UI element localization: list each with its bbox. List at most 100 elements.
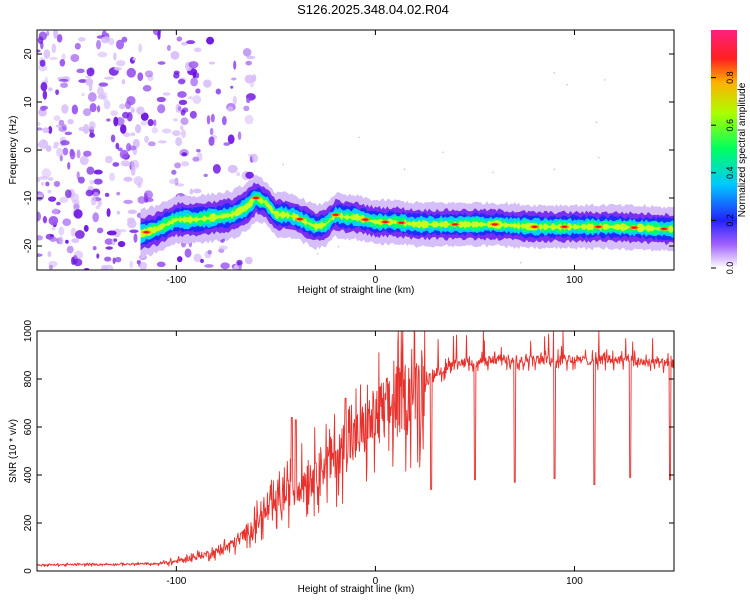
noise-blob — [58, 78, 69, 82]
noise-blob — [39, 176, 49, 180]
noise-blob — [110, 134, 116, 143]
noise-dot — [603, 79, 606, 81]
noise-blob — [39, 59, 46, 67]
noise-blob — [236, 172, 241, 177]
noise-blob — [176, 256, 183, 263]
noise-dot — [598, 156, 600, 159]
noise-blob — [130, 166, 136, 176]
colorbar: 0.0 0.2 0.4 0.6 0.8 Normalized spectral ampl… — [711, 30, 748, 274]
noise-blob — [97, 86, 104, 96]
noise-blob — [77, 176, 85, 184]
noise-blob — [126, 67, 136, 78]
noise-blob — [168, 178, 179, 185]
ridge-peak — [382, 220, 389, 224]
noise-blob — [113, 238, 118, 242]
noise-blob — [83, 150, 92, 157]
noise-blob — [123, 199, 133, 205]
noise-blob — [233, 264, 239, 270]
noise-blob — [116, 191, 121, 196]
noise-blob — [95, 205, 100, 210]
noise-blob — [215, 88, 222, 95]
noise-blob — [127, 219, 137, 229]
noise-blob — [246, 97, 251, 104]
noise-blob — [38, 139, 49, 150]
noise-blob — [37, 194, 43, 199]
noise-dot — [553, 72, 556, 74]
noise-blob — [39, 105, 47, 112]
noise-blob — [53, 141, 60, 147]
noise-blob — [207, 249, 212, 255]
noise-blob — [86, 166, 95, 175]
noise-blob — [84, 267, 90, 270]
noise-blob — [93, 169, 103, 175]
noise-blob — [140, 120, 148, 126]
noise-blob — [42, 215, 48, 224]
noise-blob — [40, 82, 48, 92]
noise-blob — [89, 132, 95, 138]
noise-blob — [47, 189, 52, 194]
noise-blob — [88, 83, 93, 92]
ridge-band-5 — [140, 196, 674, 238]
noise-blob — [37, 235, 43, 241]
noise-blob — [69, 150, 76, 160]
colorbar-tick-label: 0.2 — [725, 214, 735, 227]
noise-blob — [147, 141, 156, 147]
noise-blob — [78, 79, 88, 83]
noise-blob — [139, 261, 148, 270]
noise-blob — [109, 172, 116, 182]
noise-blob — [58, 226, 65, 236]
noise-blob — [62, 147, 69, 156]
noise-blob — [116, 210, 121, 215]
noise-blob — [156, 96, 166, 103]
colorbar-gradient — [711, 30, 737, 268]
ridge-peak — [296, 217, 303, 221]
noise-blob — [93, 178, 103, 185]
noise-blob — [180, 42, 189, 46]
noise-blob — [115, 142, 120, 150]
noise-blob — [210, 113, 215, 123]
noise-blob — [123, 176, 133, 182]
ridge-peak — [452, 223, 459, 226]
ridge-peak — [143, 231, 150, 234]
ridge-peak — [661, 227, 668, 230]
noise-blob — [157, 104, 166, 114]
noise-blob — [144, 70, 154, 78]
noise-blob — [81, 92, 85, 97]
noise-blob — [147, 118, 154, 127]
noise-blob — [114, 66, 122, 71]
spectrogram-marks — [37, 30, 674, 270]
noise-dot — [595, 121, 598, 123]
noise-blob — [166, 44, 171, 51]
noise-blob — [190, 77, 198, 87]
noise-blob — [122, 111, 130, 119]
noise-blob — [206, 115, 211, 125]
noise-blob — [96, 105, 101, 113]
colorbar-ticks: 0.0 0.2 0.4 0.6 0.8 — [711, 71, 735, 274]
noise-dot — [644, 204, 646, 207]
noise-blob — [51, 43, 57, 54]
noise-blob — [61, 123, 67, 131]
noise-blob — [231, 77, 237, 81]
noise-blob — [106, 118, 111, 122]
x-tick-label: -100 — [166, 576, 186, 587]
noise-blob — [178, 99, 188, 105]
noise-blob — [98, 82, 109, 87]
noise-blob — [121, 78, 126, 85]
noise-blob — [73, 258, 83, 267]
noise-blob — [221, 115, 227, 126]
noise-blob — [189, 110, 197, 119]
noise-blob — [127, 209, 137, 215]
x-tick-label: -100 — [166, 275, 186, 286]
noise-blob — [113, 52, 117, 61]
noise-blob — [82, 124, 90, 135]
noise-blob — [236, 259, 243, 266]
noise-blob — [120, 124, 127, 134]
noise-blob — [136, 106, 145, 115]
noise-blob — [112, 228, 121, 238]
noise-blob — [192, 188, 202, 194]
noise-blob — [130, 132, 136, 137]
noise-blob — [170, 51, 180, 60]
noise-blob — [52, 145, 59, 149]
ridge-peak — [362, 218, 369, 221]
